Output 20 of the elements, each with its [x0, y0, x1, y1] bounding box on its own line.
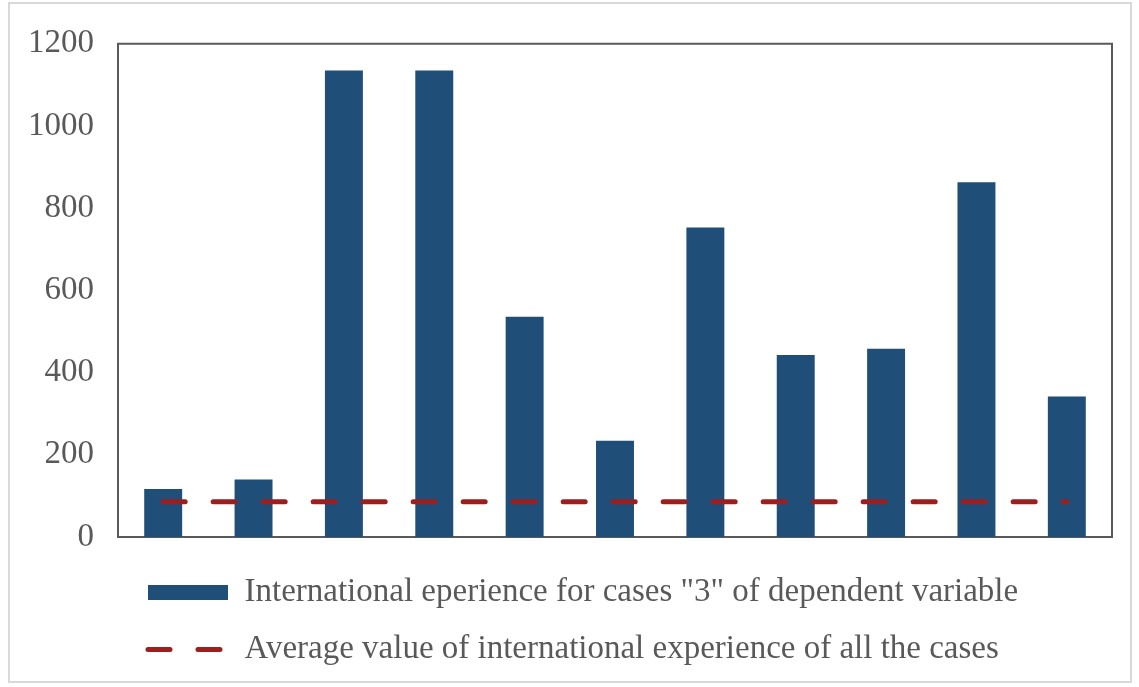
y-tick-label: 1000 [28, 105, 94, 142]
bar [415, 70, 454, 537]
y-tick-label: 200 [44, 434, 94, 471]
bar [957, 182, 996, 537]
y-tick-label: 400 [44, 352, 94, 389]
bar [776, 354, 815, 537]
legend-label: Average value of international experience of all the cases [244, 629, 999, 666]
bar [324, 70, 363, 537]
y-tick-label: 600 [44, 270, 94, 307]
y-tick-label: 0 [77, 516, 94, 553]
legend-label: International eperience for cases "3" of dependent variable [244, 572, 1019, 609]
bar [596, 440, 634, 537]
y-tick-label: 800 [44, 187, 94, 224]
bar [505, 316, 544, 537]
bar [867, 348, 906, 537]
bar [144, 488, 183, 537]
bar [1047, 396, 1086, 537]
y-tick-label: 1200 [28, 23, 94, 60]
bar [234, 479, 273, 537]
bar [686, 227, 725, 537]
